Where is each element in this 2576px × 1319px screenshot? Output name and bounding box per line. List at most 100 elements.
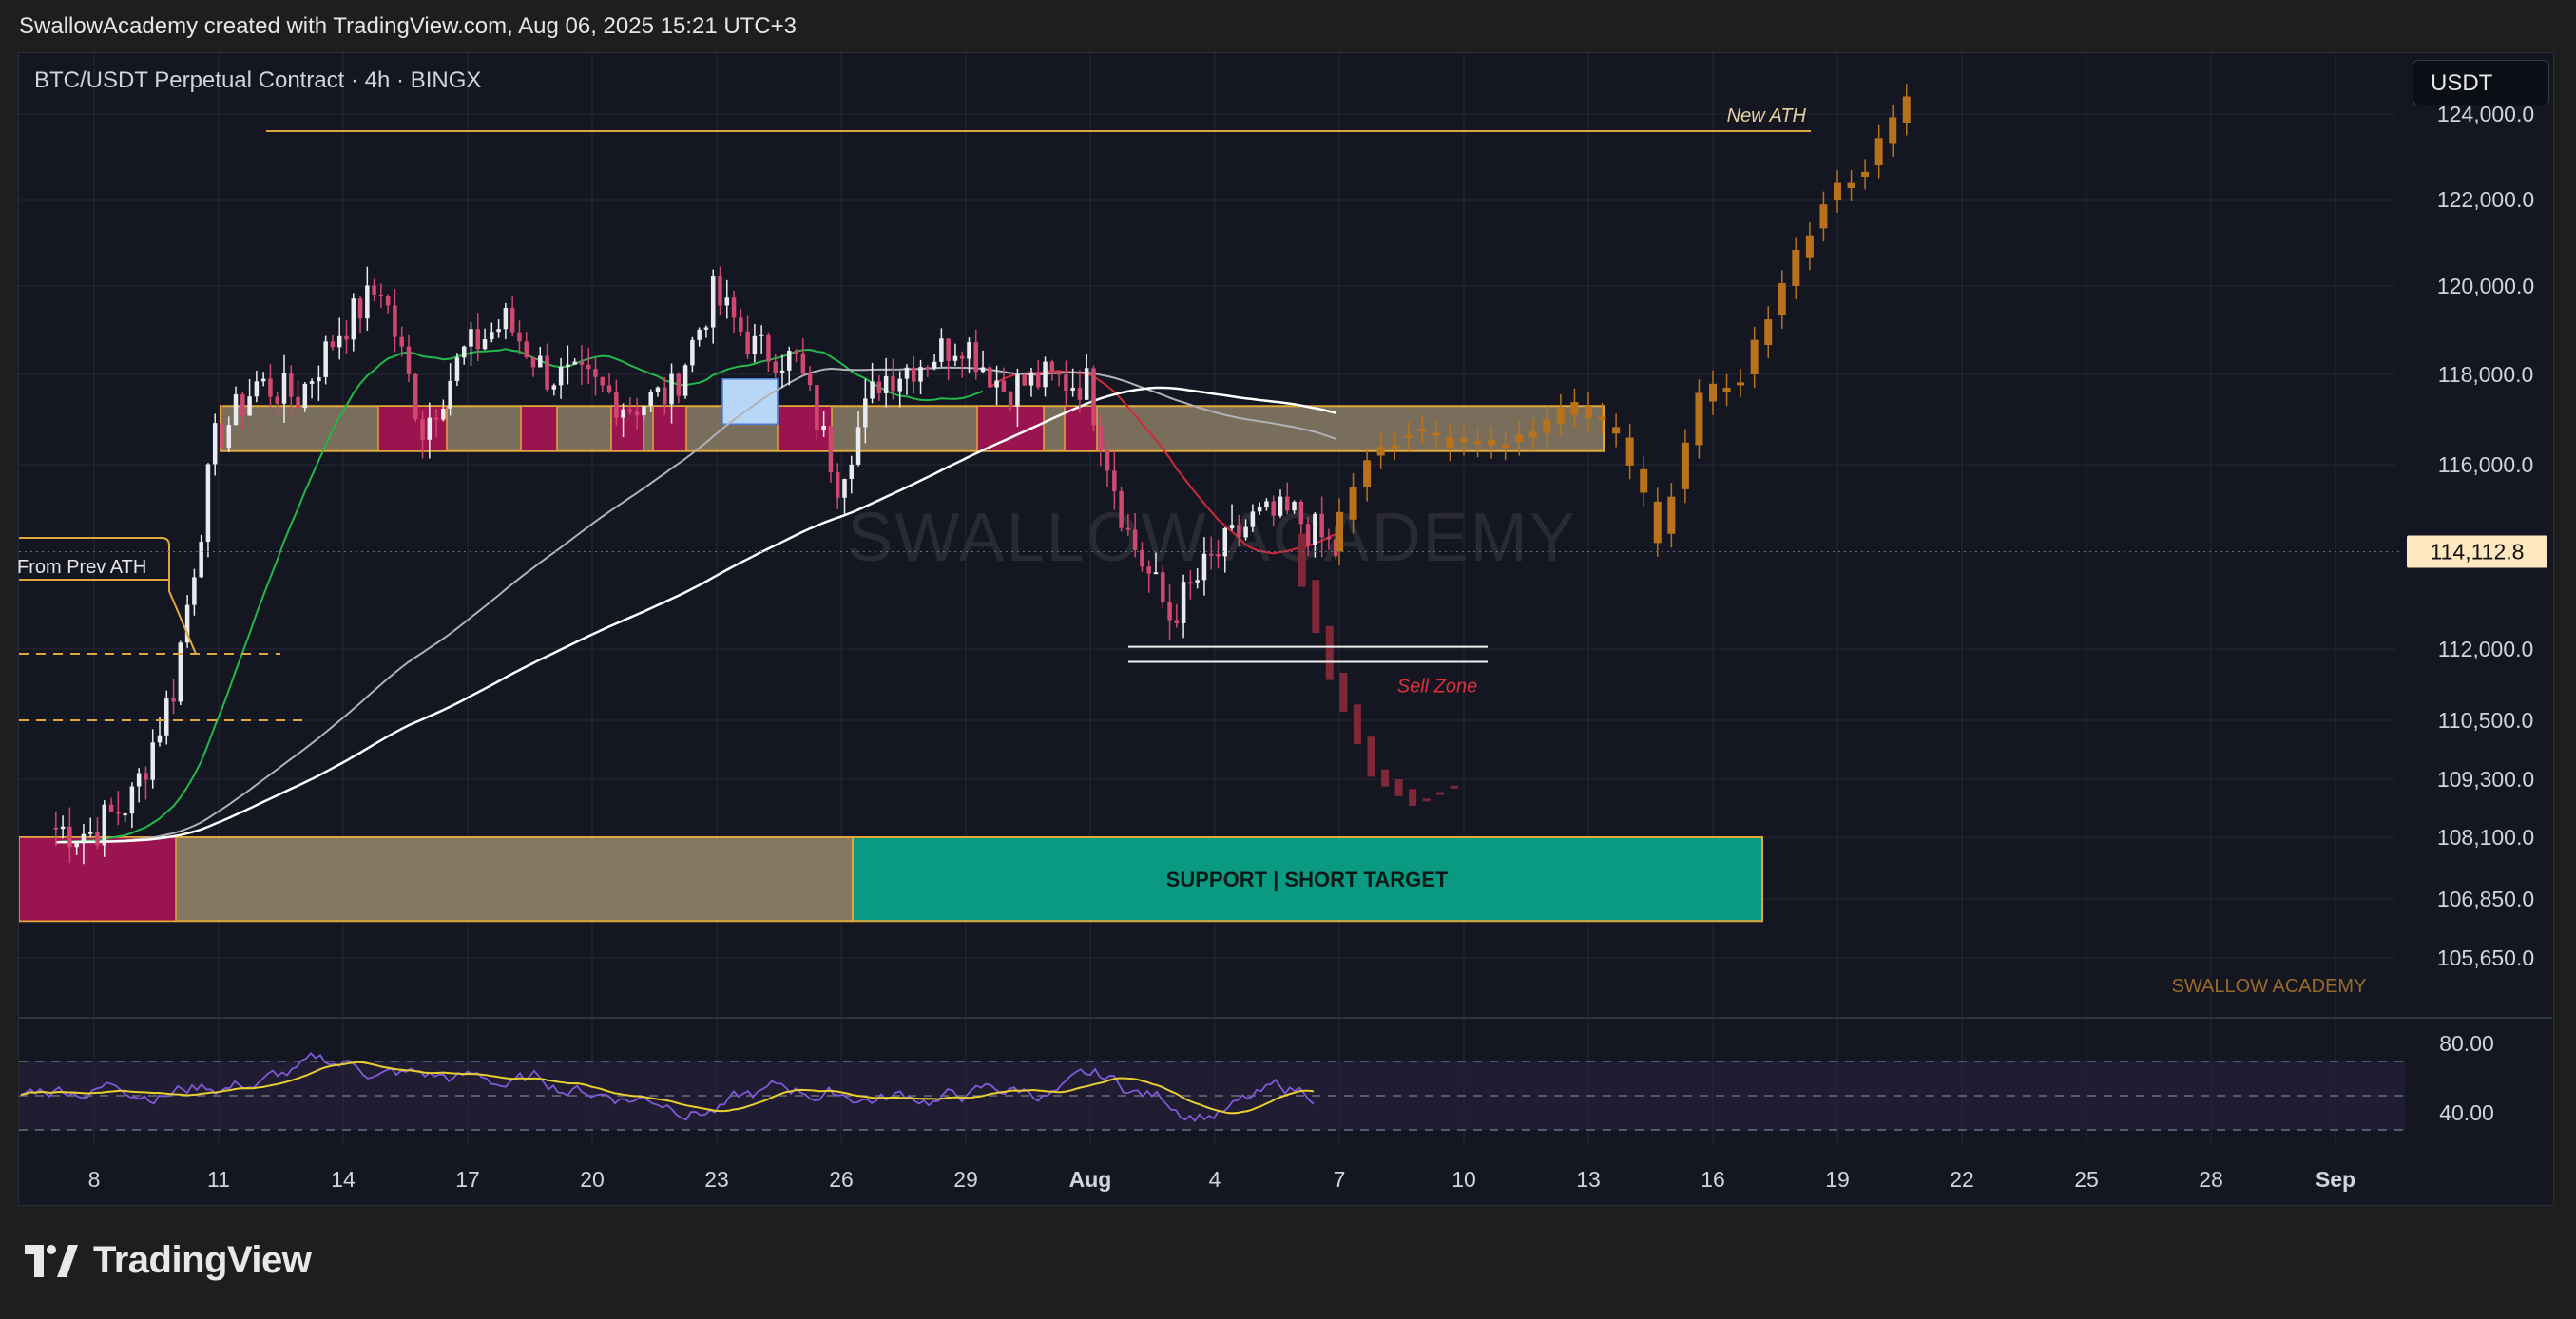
candle-body bbox=[309, 381, 315, 384]
candle-body bbox=[1250, 511, 1256, 527]
projection-bar bbox=[1750, 339, 1759, 374]
candle-body bbox=[372, 285, 376, 295]
candle-body bbox=[1216, 554, 1221, 557]
candle-body bbox=[952, 355, 958, 361]
projection-bar bbox=[1349, 487, 1357, 520]
ma-white-line bbox=[55, 386, 1336, 844]
candle-body bbox=[233, 393, 239, 426]
candle-body bbox=[1091, 368, 1096, 426]
candle-body bbox=[254, 381, 260, 397]
time-tick-label: 7 bbox=[1334, 1167, 1346, 1192]
annotations-layer: New ATH Sell Zone From Prev ATH SUPPORT | S… bbox=[17, 105, 2400, 891]
candle-body bbox=[1243, 526, 1248, 538]
candle-body bbox=[1208, 553, 1214, 556]
projection-layer bbox=[1298, 84, 1911, 806]
candle-body bbox=[718, 276, 722, 306]
candle-body bbox=[669, 373, 674, 405]
candle-body bbox=[1070, 387, 1075, 392]
ema-red-line bbox=[989, 370, 1336, 555]
candle-body bbox=[849, 464, 855, 480]
projection-down-bar bbox=[1436, 792, 1445, 795]
price-tick-label: 124,000.0 bbox=[2437, 102, 2534, 126]
time-tick-label: 8 bbox=[88, 1167, 101, 1192]
projection-bar bbox=[1695, 392, 1703, 446]
price-tick-label: 122,000.0 bbox=[2437, 187, 2534, 212]
time-tick-label: 20 bbox=[580, 1167, 605, 1192]
candle-body bbox=[378, 294, 384, 297]
projection-bar bbox=[1612, 427, 1621, 434]
time-tick-label: Aug bbox=[1069, 1167, 1112, 1192]
support-target-zone bbox=[852, 836, 1763, 923]
candle-body bbox=[835, 471, 840, 498]
rsi-line bbox=[20, 1051, 1315, 1123]
time-tick-label: 4 bbox=[1209, 1167, 1221, 1192]
candle-body bbox=[123, 813, 127, 816]
zones-layer bbox=[19, 378, 1763, 923]
candle-body bbox=[1229, 525, 1235, 528]
candle-body bbox=[205, 464, 211, 543]
candle-body bbox=[1146, 566, 1151, 574]
candle-body bbox=[600, 376, 606, 386]
projection-bar bbox=[1625, 437, 1634, 466]
candle-body bbox=[1237, 525, 1241, 538]
rsi-ma-line bbox=[20, 1061, 1315, 1115]
candle-body bbox=[1319, 513, 1324, 538]
candle-body bbox=[655, 387, 661, 392]
candle-body bbox=[199, 542, 203, 578]
time-axis[interactable]: 8 11 14 17 20 23 26 29 Aug 4 7 10 13 16 19 22 25 28 Sep bbox=[88, 1167, 2355, 1192]
currency-button[interactable]: USDT bbox=[2413, 60, 2549, 105]
from-prev-ath-label: From Prev ATH bbox=[17, 557, 146, 578]
projection-bar bbox=[1778, 283, 1786, 315]
chart-panel[interactable] bbox=[18, 52, 2554, 1206]
candle-body bbox=[988, 367, 992, 388]
projection-bar bbox=[1902, 96, 1911, 123]
time-tick-label: 22 bbox=[1950, 1167, 1974, 1192]
projection-bar bbox=[1418, 429, 1427, 431]
candle-body bbox=[642, 406, 646, 416]
candle-body bbox=[648, 392, 653, 407]
resistance-zone-block bbox=[652, 405, 687, 452]
projection-bar bbox=[1805, 235, 1814, 258]
candle-body bbox=[1222, 527, 1228, 557]
candle-body bbox=[572, 361, 577, 365]
candle-body bbox=[212, 423, 218, 465]
candle-body bbox=[268, 378, 273, 397]
price-tick-label: 120,000.0 bbox=[2437, 274, 2534, 298]
candle-body bbox=[842, 479, 847, 498]
candle-body bbox=[344, 335, 349, 340]
candle-body bbox=[1125, 527, 1131, 530]
projection-bar bbox=[1432, 432, 1440, 436]
candle-body bbox=[1201, 553, 1207, 581]
candle-body bbox=[634, 411, 640, 416]
candle-body bbox=[323, 341, 328, 377]
support-target-label: SUPPORT | SHORT TARGET bbox=[1166, 868, 1449, 891]
candle-body bbox=[116, 812, 121, 814]
candle-body bbox=[317, 376, 321, 382]
candle-body bbox=[994, 380, 999, 388]
from-prev-ath-callout bbox=[19, 537, 197, 655]
price-tick-label: 108,100.0 bbox=[2437, 825, 2534, 850]
projection-bar bbox=[1501, 445, 1509, 449]
candle-body bbox=[566, 364, 570, 367]
projection-bar bbox=[1391, 445, 1399, 449]
candle-body bbox=[365, 285, 370, 319]
signature-label: SWALLOW ACADEMY bbox=[2172, 976, 2367, 997]
candle-body bbox=[779, 370, 785, 373]
candle-body bbox=[171, 698, 176, 702]
candle-body bbox=[336, 335, 342, 348]
projection-down-bar bbox=[1381, 769, 1390, 787]
projection-bar bbox=[1874, 138, 1883, 165]
candle-body bbox=[676, 373, 682, 396]
candle-body bbox=[787, 351, 792, 371]
tradingview-logo[interactable]: TradingView bbox=[23, 1239, 312, 1282]
support-zone-block bbox=[19, 836, 177, 922]
projection-bar bbox=[1446, 437, 1454, 449]
price-axis[interactable]: 124,000.0 122,000.0 120,000.0 118,000.0 116,… bbox=[2407, 102, 2547, 1125]
candle-body bbox=[144, 773, 148, 780]
projection-down-bar bbox=[1450, 785, 1458, 789]
candle-body bbox=[496, 329, 501, 333]
symbol-title[interactable]: BTC/USDT Perpetual Contract · 4h · BINGX bbox=[34, 67, 482, 93]
time-tick-label: 19 bbox=[1825, 1167, 1850, 1192]
candle-body bbox=[184, 604, 190, 643]
